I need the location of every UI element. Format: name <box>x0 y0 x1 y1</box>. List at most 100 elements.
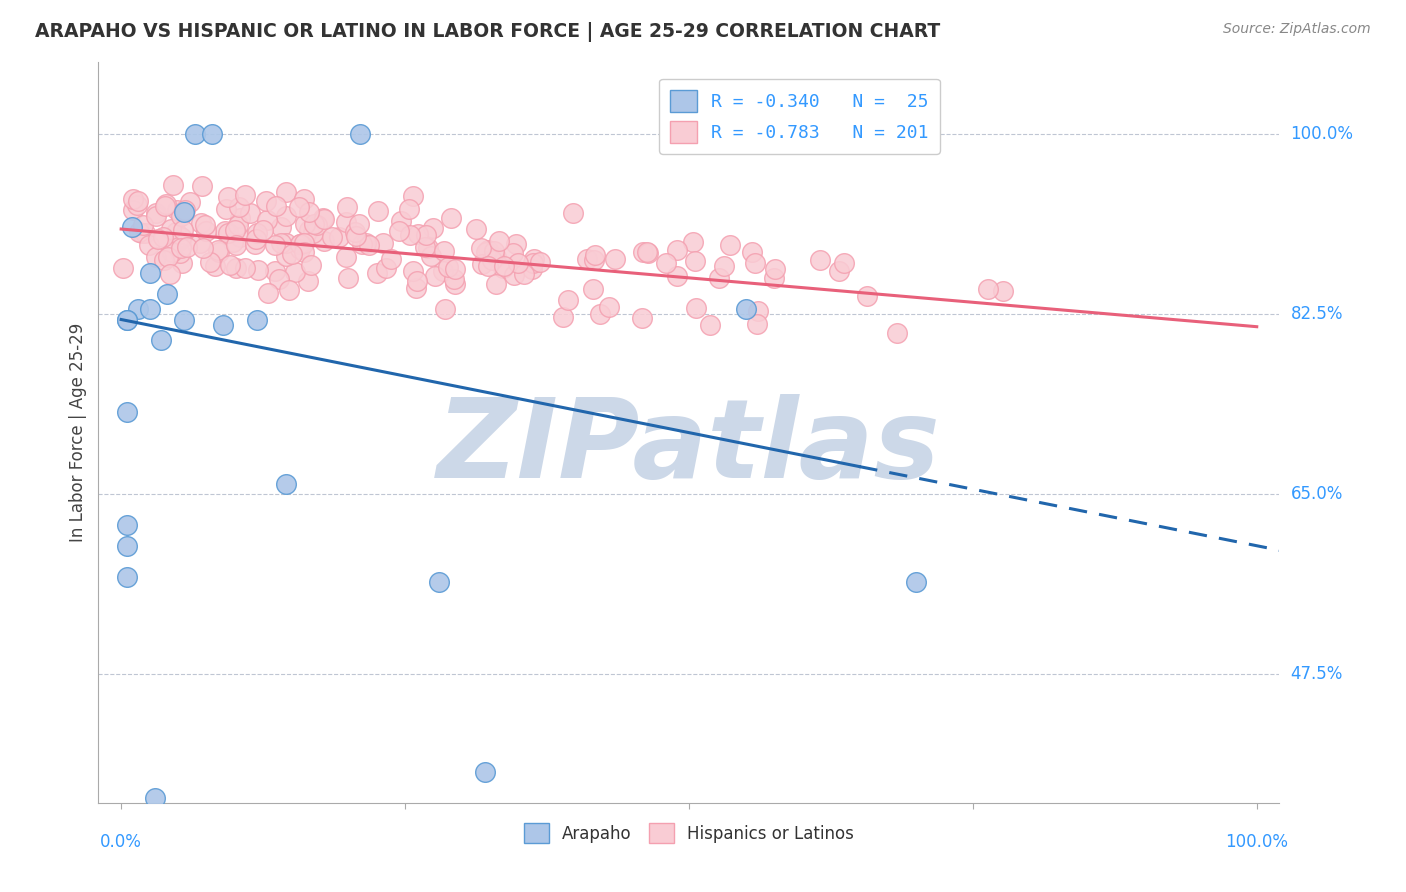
Point <box>665 269 688 284</box>
Point <box>292 192 315 206</box>
Point <box>247 262 270 277</box>
Point <box>416 241 439 255</box>
Text: ARAPAHO VS HISPANIC OR LATINO IN LABOR FORCE | AGE 25-29 CORRELATION CHART: ARAPAHO VS HISPANIC OR LATINO IN LABOR F… <box>35 22 941 42</box>
Point <box>388 224 411 238</box>
Text: 82.5%: 82.5% <box>1291 305 1343 324</box>
Point <box>477 259 499 273</box>
Point <box>366 266 388 280</box>
Point <box>264 238 287 252</box>
Point <box>281 247 304 261</box>
Point <box>239 206 262 220</box>
Legend: Arapaho, Hispanics or Latinos: Arapaho, Hispanics or Latinos <box>517 816 860 850</box>
Point <box>294 217 316 231</box>
Point <box>172 256 194 270</box>
Point <box>763 270 786 285</box>
Point <box>173 204 195 219</box>
Point <box>270 235 292 250</box>
Point <box>371 235 394 250</box>
Point <box>162 178 184 193</box>
Point <box>683 253 706 268</box>
Point <box>256 212 278 227</box>
Point <box>380 252 402 266</box>
Point <box>170 210 193 224</box>
Point <box>488 235 510 249</box>
Point <box>288 237 311 252</box>
Point <box>583 253 606 268</box>
Point <box>115 569 138 583</box>
Point <box>492 259 515 273</box>
Point <box>274 209 297 223</box>
Point <box>188 235 211 250</box>
Text: 100.0%: 100.0% <box>1291 126 1354 144</box>
Point <box>581 281 603 295</box>
Point <box>159 267 181 281</box>
Point <box>299 259 322 273</box>
Point <box>156 250 179 264</box>
Point <box>292 245 315 260</box>
Point <box>195 224 218 238</box>
Point <box>122 192 145 206</box>
Point <box>685 301 707 316</box>
Point <box>179 195 201 210</box>
Point <box>225 238 247 252</box>
Point <box>132 218 155 232</box>
Point <box>312 211 335 226</box>
Point <box>720 238 742 252</box>
Point <box>121 219 143 234</box>
Point <box>127 302 149 317</box>
Point <box>349 128 371 142</box>
Point <box>405 274 427 288</box>
Point <box>598 301 620 315</box>
Point <box>207 244 229 259</box>
Point <box>226 219 249 233</box>
Text: 0.0%: 0.0% <box>100 833 142 851</box>
Point <box>432 263 454 277</box>
Point <box>415 228 437 243</box>
Point <box>219 258 242 272</box>
Point <box>477 244 499 258</box>
Point <box>354 236 377 251</box>
Point <box>115 312 138 326</box>
Point <box>399 228 422 243</box>
Point <box>184 128 207 142</box>
Point <box>506 256 529 270</box>
Point <box>297 274 319 288</box>
Point <box>125 198 148 212</box>
Point <box>153 252 176 267</box>
Point <box>707 271 730 285</box>
Point <box>654 256 676 270</box>
Point <box>165 225 187 239</box>
Point <box>425 269 447 284</box>
Point <box>337 271 360 285</box>
Point <box>127 194 149 208</box>
Point <box>288 237 311 252</box>
Point <box>228 211 250 225</box>
Point <box>254 194 277 208</box>
Point <box>246 312 269 326</box>
Point <box>138 302 160 317</box>
Point <box>637 246 659 260</box>
Point <box>276 235 298 250</box>
Point <box>553 310 575 325</box>
Point <box>233 188 256 202</box>
Point <box>167 234 190 248</box>
Point <box>713 260 735 274</box>
Text: 65.0%: 65.0% <box>1291 485 1343 503</box>
Point <box>143 790 166 805</box>
Point <box>172 231 194 245</box>
Point <box>201 128 224 142</box>
Point <box>207 243 229 257</box>
Point <box>502 245 524 260</box>
Point <box>274 185 297 199</box>
Point <box>389 214 412 228</box>
Point <box>744 256 766 270</box>
Point <box>269 272 291 286</box>
Point <box>502 268 524 283</box>
Point <box>682 235 704 249</box>
Point <box>367 203 389 218</box>
Point <box>444 261 467 276</box>
Point <box>252 223 274 237</box>
Point <box>131 226 153 240</box>
Point <box>284 265 307 279</box>
Point <box>174 203 197 218</box>
